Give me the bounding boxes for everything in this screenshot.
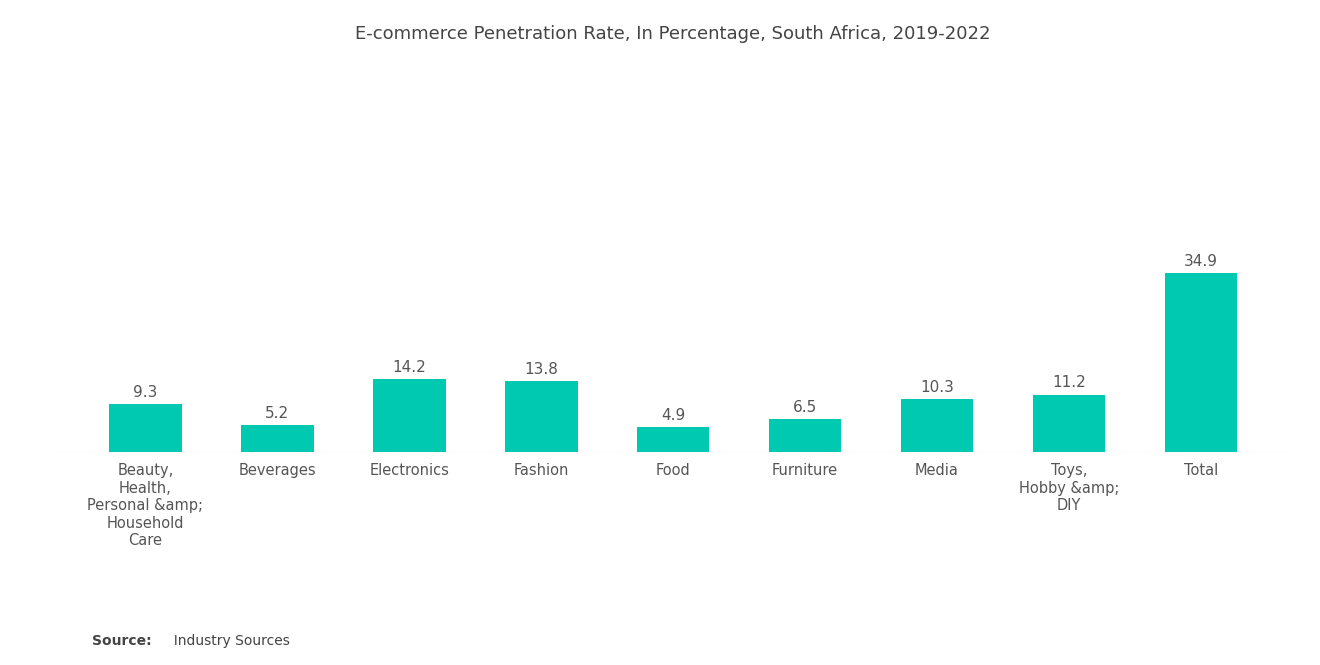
Bar: [638, 427, 709, 452]
Text: 13.8: 13.8: [524, 362, 558, 377]
Bar: [1164, 273, 1237, 452]
Bar: [506, 381, 578, 452]
Text: 14.2: 14.2: [392, 360, 426, 375]
Bar: [768, 419, 841, 452]
Text: 6.5: 6.5: [793, 400, 817, 415]
Bar: [374, 379, 446, 452]
Title: E-commerce Penetration Rate, In Percentage, South Africa, 2019-2022: E-commerce Penetration Rate, In Percenta…: [355, 25, 991, 43]
Text: 11.2: 11.2: [1052, 376, 1086, 390]
Text: 34.9: 34.9: [1184, 253, 1218, 269]
Bar: [242, 426, 314, 452]
Text: Source:: Source:: [92, 634, 152, 648]
Bar: [110, 404, 182, 452]
Text: 5.2: 5.2: [265, 406, 289, 422]
Bar: [900, 399, 973, 452]
Bar: [1032, 394, 1105, 452]
Text: 4.9: 4.9: [661, 408, 685, 423]
Text: 10.3: 10.3: [920, 380, 954, 395]
Text: Industry Sources: Industry Sources: [165, 634, 290, 648]
Text: 9.3: 9.3: [133, 385, 157, 400]
